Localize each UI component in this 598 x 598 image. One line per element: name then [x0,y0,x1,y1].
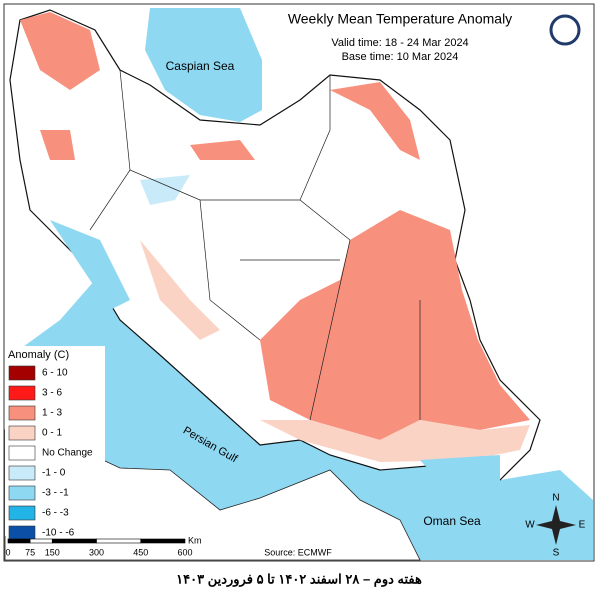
scale-segment [51,538,97,544]
sea-label: Oman Sea [423,514,481,528]
anomaly-area [260,210,530,440]
anomaly-area [50,220,130,310]
anomaly-area [260,420,530,462]
anomaly-area [330,82,420,160]
legend-label: -1 - 0 [42,468,66,479]
anomaly-area [420,455,500,490]
scale-label: 0 [5,547,10,557]
logo [549,14,581,46]
legend-swatch [8,465,36,481]
scale-segment [96,538,142,544]
sea-label: Caspian Sea [166,59,235,73]
legend-label: -6 - -3 [42,508,69,519]
scale-unit: Km [188,535,202,545]
legend-swatch [8,405,36,421]
legend-swatch [8,425,36,441]
scale-label: 75 [25,547,35,557]
legend-label: No Change [42,448,93,459]
footer: هفته دوم – ۲۸ اسفند ۱۴۰۲ تا ۵ فروردین ۱۴… [176,571,422,587]
legend-swatch [8,485,36,501]
caspian-sea [145,8,262,122]
anomaly-area [140,175,190,205]
legend-label: -3 - -1 [42,488,69,499]
anomaly-area [20,12,100,90]
scale-segment [7,538,31,544]
compass-label: W [525,520,535,531]
compass-label: N [552,493,559,504]
anomaly-area [40,130,75,160]
legend: Anomaly (C) 6 - 10 3 - 6 1 - 3 0 - 1 No Chan… [5,346,105,541]
scale-label: 450 [133,547,148,557]
legend-swatch [8,525,36,541]
legend-label: 0 - 1 [42,428,62,439]
source: Source: ECMWF [264,547,332,557]
legend-label: 3 - 6 [42,388,62,399]
legend-swatch [8,505,36,521]
legend-label: 6 - 10 [42,368,68,379]
title: Weekly Mean Temperature Anomaly [288,11,512,27]
compass: N S E W [525,493,585,559]
scale-label: 150 [45,547,60,557]
land [4,429,421,561]
scale-segment [29,538,53,544]
legend-swatch [8,385,36,401]
border [89,69,421,421]
anomaly-area [140,240,220,340]
legend-swatch [8,365,36,381]
scale-segment [140,538,186,544]
legend-label: -10 - -6 [42,528,75,539]
legend-title: Anomaly (C) [8,349,69,361]
legend-swatch [8,445,36,461]
legend-label: 1 - 3 [42,408,62,419]
scale-bar: 0 75 150 300 450 600 Km [5,535,201,557]
scale-label: 600 [177,547,192,557]
compass-label: E [579,520,586,531]
subtitle: Base time: 10 Mar 2024 [342,51,459,63]
subtitle: Valid time: 18 - 24 Mar 2024 [331,37,468,49]
compass-label: S [553,548,560,559]
scale-label: 300 [89,547,104,557]
anomaly-area [190,140,255,160]
